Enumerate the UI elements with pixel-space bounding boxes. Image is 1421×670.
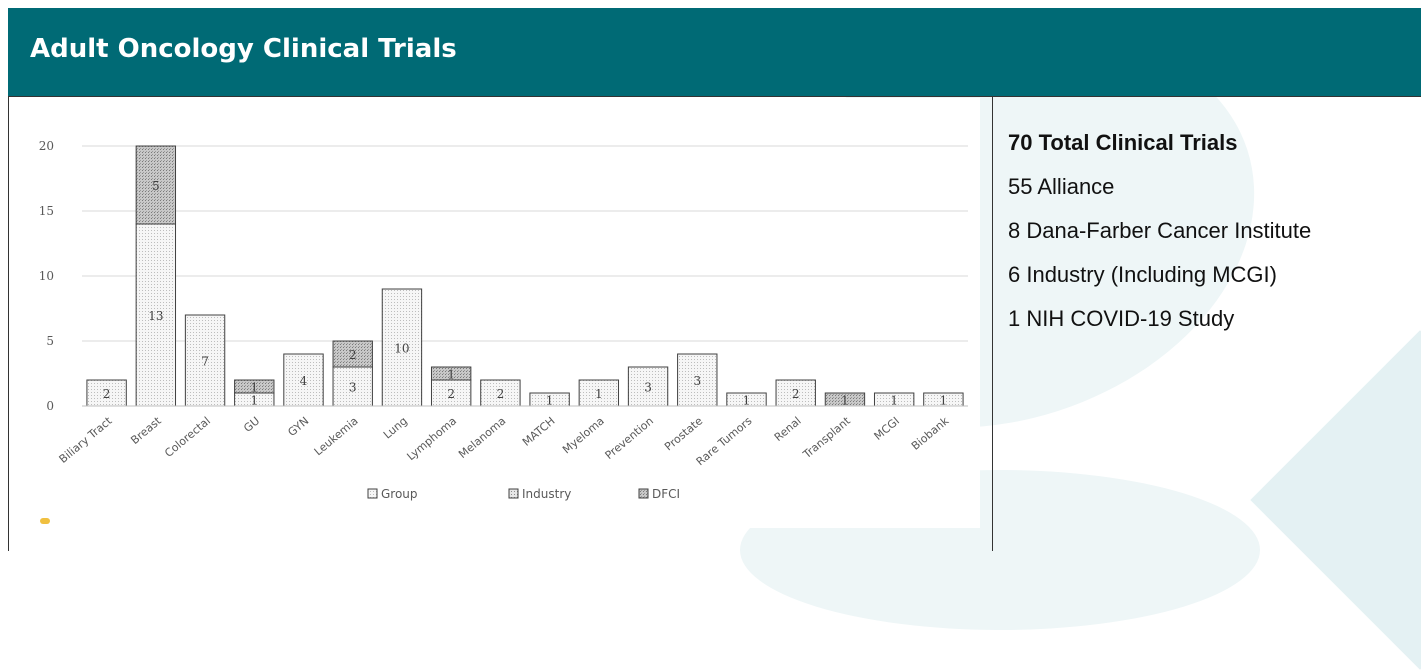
x-tick-label: Prostate xyxy=(662,414,705,453)
data-label: 2 xyxy=(349,348,357,362)
y-tick-label: 10 xyxy=(39,269,54,283)
data-label: 1 xyxy=(595,387,603,401)
x-tick-label: Biliary Tract xyxy=(57,414,115,466)
data-label: 3 xyxy=(693,374,701,388)
bar-segment xyxy=(775,379,816,407)
stat-line: 55 Alliance xyxy=(1008,174,1115,199)
x-tick-label: GU xyxy=(241,414,262,435)
stat-total: 70 Total Clinical Trials xyxy=(1008,130,1238,155)
bar-segment xyxy=(184,314,226,407)
data-label: 7 xyxy=(201,355,209,369)
background-shape xyxy=(1250,330,1421,670)
legend-label: Group xyxy=(381,487,418,501)
x-tick-label: MCGI xyxy=(872,414,903,443)
bar-segment xyxy=(135,223,177,407)
panel-divider xyxy=(992,96,993,551)
y-tick-label: 20 xyxy=(39,139,54,153)
x-tick-label: Lymphoma xyxy=(404,414,459,463)
bar-segment xyxy=(135,145,177,225)
bar-segment xyxy=(430,366,472,381)
x-tick-label: Transplant xyxy=(800,414,853,462)
x-tick-label: Colorectal xyxy=(162,414,213,460)
data-label: 1 xyxy=(546,394,554,408)
legend-label: DFCI xyxy=(652,487,680,501)
data-label: 1 xyxy=(841,394,849,408)
data-label: 4 xyxy=(300,374,308,388)
y-tick-label: 0 xyxy=(46,399,54,413)
data-label: 3 xyxy=(349,381,357,395)
legend-swatch xyxy=(638,488,649,499)
page-header: Adult Oncology Clinical Trials xyxy=(8,8,1421,96)
bar-segment xyxy=(430,379,472,407)
data-label: 1 xyxy=(250,394,258,408)
x-tick-label: Lung xyxy=(381,414,410,441)
data-label: 5 xyxy=(152,179,160,193)
stat-line: 6 Industry (Including MCGI) xyxy=(1008,262,1277,287)
data-label: 1 xyxy=(940,394,948,408)
page-title: Adult Oncology Clinical Trials xyxy=(30,34,457,64)
data-label: 1 xyxy=(890,394,898,408)
data-label: 3 xyxy=(644,381,652,395)
bar-segment xyxy=(480,379,521,407)
data-label: 1 xyxy=(447,368,455,382)
x-tick-label: Biobank xyxy=(909,414,952,453)
data-label: 2 xyxy=(497,387,505,401)
legend-swatch xyxy=(367,488,378,499)
x-tick-label: Leukemia xyxy=(312,414,361,458)
data-label: 1 xyxy=(250,381,258,395)
data-label: 13 xyxy=(148,309,163,323)
panel-divider xyxy=(8,96,1421,97)
panel-divider xyxy=(8,96,9,551)
bar-segment xyxy=(283,353,324,407)
trial-stats: 70 Total Clinical Trials 55 Alliance 8 D… xyxy=(1008,130,1311,350)
x-tick-label: Melanoma xyxy=(456,414,508,461)
y-tick-label: 5 xyxy=(46,334,54,348)
x-tick-label: Prevention xyxy=(603,414,656,462)
chart-container: 2 13 5 7 1 1 4 3 2 10 2 1 2 1 1 3 3 1 2 1 1 1 0 5 10 15 20 Biliary… xyxy=(10,98,980,528)
x-tick-label: MATCH xyxy=(520,414,558,449)
stat-line: 8 Dana-Farber Cancer Institute xyxy=(1008,218,1312,243)
data-label: 2 xyxy=(103,387,111,401)
data-label: 1 xyxy=(743,394,751,408)
bar-segment xyxy=(627,366,669,407)
y-tick-label: 15 xyxy=(39,204,54,218)
bar-segment xyxy=(234,379,275,394)
bar-segment xyxy=(578,379,620,407)
legend-swatch xyxy=(508,488,519,499)
stat-line: 1 NIH COVID-19 Study xyxy=(1008,306,1235,331)
x-tick-label: Myeloma xyxy=(560,414,607,456)
data-label: 10 xyxy=(394,342,409,356)
x-tick-label: Breast xyxy=(128,414,164,447)
x-tick-label: GYN xyxy=(286,414,312,439)
data-label: 2 xyxy=(447,387,455,401)
data-label: 2 xyxy=(792,387,800,401)
x-tick-label: Renal xyxy=(772,414,804,444)
legend-label: Industry xyxy=(522,487,571,501)
bar-segment xyxy=(381,288,423,407)
bar-segment xyxy=(677,353,718,407)
decorative-mark xyxy=(40,518,50,524)
bar-segment xyxy=(332,340,373,368)
